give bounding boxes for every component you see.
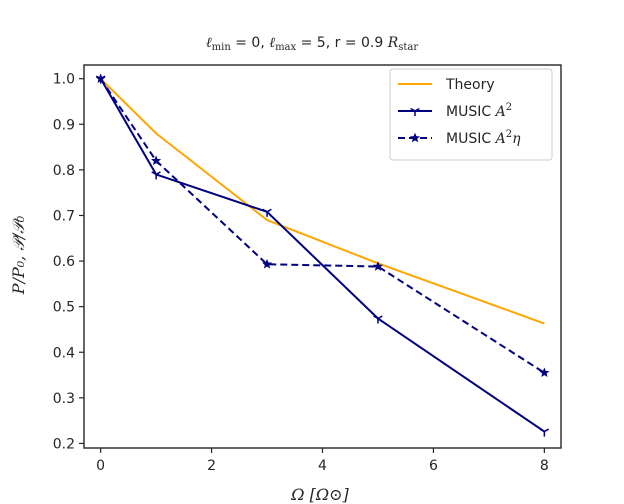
data-point (372, 261, 383, 271)
x-tick-label: 6 (429, 458, 438, 474)
legend-marker (409, 132, 421, 143)
legend-item-music-a2: MUSIC A2 (398, 102, 512, 120)
data-point (95, 73, 106, 83)
legend-label: MUSIC A2 (446, 102, 512, 120)
legend-marker (410, 107, 420, 116)
chart-title: ℓmin = 0, ℓmax = 5, r = 0.9 Rstar (206, 35, 419, 53)
series-music-a2 (95, 75, 550, 437)
x-tick-label: 8 (540, 458, 549, 474)
x-tick-label: 0 (96, 458, 105, 474)
y-tick-label: 0.2 (53, 436, 75, 452)
legend-label: Theory (445, 77, 495, 93)
data-point (539, 428, 550, 437)
legend-item-music-a2eta: MUSIC A2η (398, 129, 521, 147)
y-tick-label: 0.6 (53, 254, 75, 270)
y-tick-label: 0.9 (53, 117, 75, 133)
y-tick-label: 0.3 (53, 391, 75, 407)
series-theory (99, 77, 545, 325)
data-point (262, 258, 273, 269)
data-point (151, 171, 161, 180)
y-tick-label: 0.5 (53, 300, 75, 316)
data-point (539, 367, 550, 378)
y-axis-label: P/P₀, 𝒫/𝒫₀ (9, 215, 28, 295)
series-music-a2eta (95, 73, 550, 378)
series-line-music-a2eta (99, 78, 545, 374)
legend-box (389, 68, 553, 161)
y-tick-label: 0.7 (53, 208, 75, 224)
y-tick-label: 1.0 (53, 72, 75, 88)
legend-label: MUSIC A2η (446, 129, 521, 147)
y-tick-label: 0.4 (53, 345, 75, 361)
legend: Theory MUSIC A2 MUSIC A2η (389, 68, 553, 161)
data-point (373, 315, 383, 324)
ticks-layer: 0 2 4 6 8 0.2 0.3 0.4 0.5 0.6 0.7 0.8 0.9 1.0 (53, 72, 549, 474)
data-point (151, 155, 162, 166)
series-line-theory (99, 77, 545, 325)
data-point (262, 208, 272, 217)
x-axis-label: Ω [Ω⊙] (290, 485, 349, 504)
x-tick-label: 2 (207, 458, 216, 474)
legend-item-theory: Theory (398, 77, 495, 93)
x-tick-label: 4 (318, 458, 327, 474)
series-layer (95, 73, 550, 437)
y-tick-label: 0.8 (53, 163, 75, 179)
